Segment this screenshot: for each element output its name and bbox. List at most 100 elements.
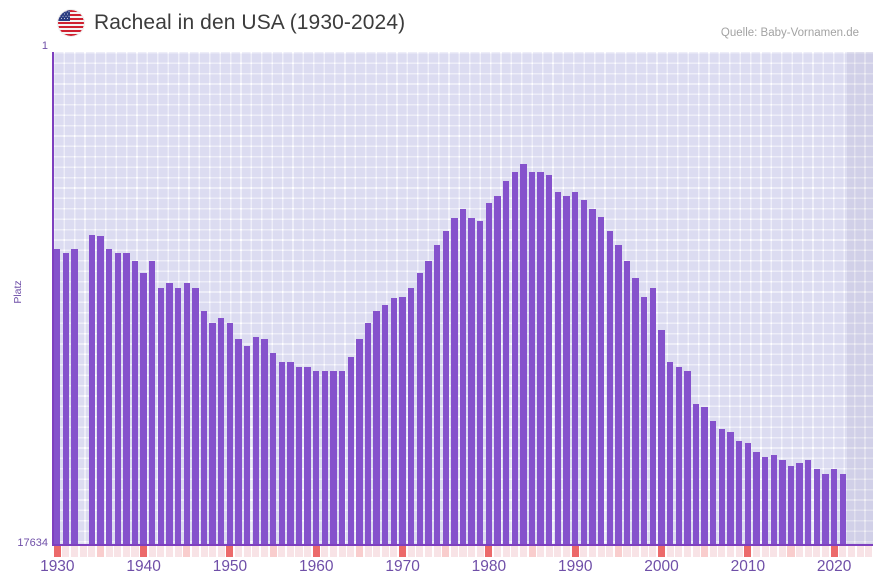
bar[interactable] [701, 407, 708, 545]
bar[interactable] [244, 346, 251, 545]
bar[interactable] [97, 235, 104, 545]
x-axis-tick [821, 546, 830, 557]
bar[interactable] [710, 421, 717, 545]
bar[interactable] [727, 432, 734, 545]
bar[interactable] [157, 288, 165, 545]
bar[interactable] [597, 216, 605, 545]
bar[interactable] [416, 272, 424, 545]
bar[interactable] [744, 443, 752, 545]
bar[interactable] [641, 296, 648, 545]
bar[interactable] [485, 202, 493, 545]
x-axis-tick [442, 546, 450, 557]
x-axis-tick [468, 546, 476, 557]
bar[interactable] [321, 370, 329, 545]
bar[interactable] [105, 249, 113, 545]
bar[interactable] [451, 218, 458, 545]
bar[interactable] [675, 366, 682, 545]
bar[interactable] [123, 252, 130, 545]
bar[interactable] [192, 288, 199, 545]
bar[interactable] [649, 288, 657, 545]
bar[interactable] [313, 370, 320, 545]
bar[interactable] [261, 339, 268, 545]
bar[interactable] [589, 209, 596, 545]
bar[interactable] [330, 370, 337, 545]
bar[interactable] [338, 370, 346, 545]
bar[interactable] [580, 199, 588, 545]
bar[interactable] [174, 288, 182, 545]
bar[interactable] [623, 261, 631, 545]
bar[interactable] [511, 171, 518, 545]
bar[interactable] [779, 460, 786, 545]
bar[interactable] [770, 454, 777, 545]
bar[interactable] [295, 366, 303, 545]
x-axis-tick [295, 546, 303, 557]
bar[interactable] [54, 249, 61, 545]
x-axis-tick [200, 546, 208, 557]
bar[interactable] [304, 366, 311, 545]
x-axis-tick [701, 546, 709, 557]
bar[interactable] [753, 451, 760, 545]
bar[interactable] [761, 457, 769, 545]
bar[interactable] [390, 298, 398, 545]
bar[interactable] [131, 261, 139, 545]
bar[interactable] [140, 272, 147, 545]
x-axis-tick [847, 546, 855, 557]
bar[interactable] [546, 175, 553, 545]
bar[interactable] [839, 474, 846, 545]
bar[interactable] [684, 370, 691, 545]
bar[interactable] [114, 253, 121, 545]
bar[interactable] [494, 195, 501, 545]
bar[interactable] [502, 181, 510, 545]
bar[interactable] [537, 171, 544, 545]
bar[interactable] [796, 462, 803, 545]
bar[interactable] [356, 339, 363, 545]
bar[interactable] [149, 261, 156, 545]
bar[interactable] [183, 283, 190, 545]
bar[interactable] [787, 465, 795, 545]
bar[interactable] [442, 230, 449, 545]
x-axis-tick [390, 546, 398, 557]
bar[interactable] [813, 468, 821, 545]
bar[interactable] [718, 429, 726, 545]
bar[interactable] [88, 235, 96, 545]
bar[interactable] [200, 310, 208, 545]
bar[interactable] [382, 305, 389, 545]
bar[interactable] [563, 195, 570, 545]
bar[interactable] [632, 278, 639, 545]
bar[interactable] [399, 296, 406, 545]
bar[interactable] [528, 171, 536, 545]
bar[interactable] [658, 330, 665, 545]
bar[interactable] [736, 440, 743, 545]
bar[interactable] [278, 362, 285, 545]
bar[interactable] [408, 288, 415, 545]
bar[interactable] [830, 468, 838, 545]
bar[interactable] [433, 244, 441, 545]
bar[interactable] [666, 362, 674, 545]
bar[interactable] [209, 323, 216, 545]
x-axis-label: 2000 [644, 558, 679, 575]
bar[interactable] [477, 221, 484, 545]
bar[interactable] [606, 230, 613, 545]
bar[interactable] [459, 209, 467, 545]
bar[interactable] [364, 323, 372, 545]
bar[interactable] [166, 283, 173, 545]
bar[interactable] [252, 337, 260, 545]
bar[interactable] [62, 252, 70, 545]
bar[interactable] [822, 474, 829, 545]
bar[interactable] [692, 404, 700, 545]
bar[interactable] [287, 362, 294, 545]
bar[interactable] [615, 244, 622, 545]
bar[interactable] [226, 323, 234, 545]
bar[interactable] [373, 310, 380, 545]
bar[interactable] [554, 192, 562, 545]
bar[interactable] [269, 352, 277, 545]
bar[interactable] [805, 460, 812, 545]
bar[interactable] [425, 261, 432, 545]
bar[interactable] [468, 218, 475, 545]
bar[interactable] [347, 356, 354, 545]
bar[interactable] [218, 318, 225, 545]
bar[interactable] [235, 339, 242, 545]
bar[interactable] [572, 192, 579, 545]
bar[interactable] [520, 163, 527, 545]
bar[interactable] [71, 249, 78, 545]
